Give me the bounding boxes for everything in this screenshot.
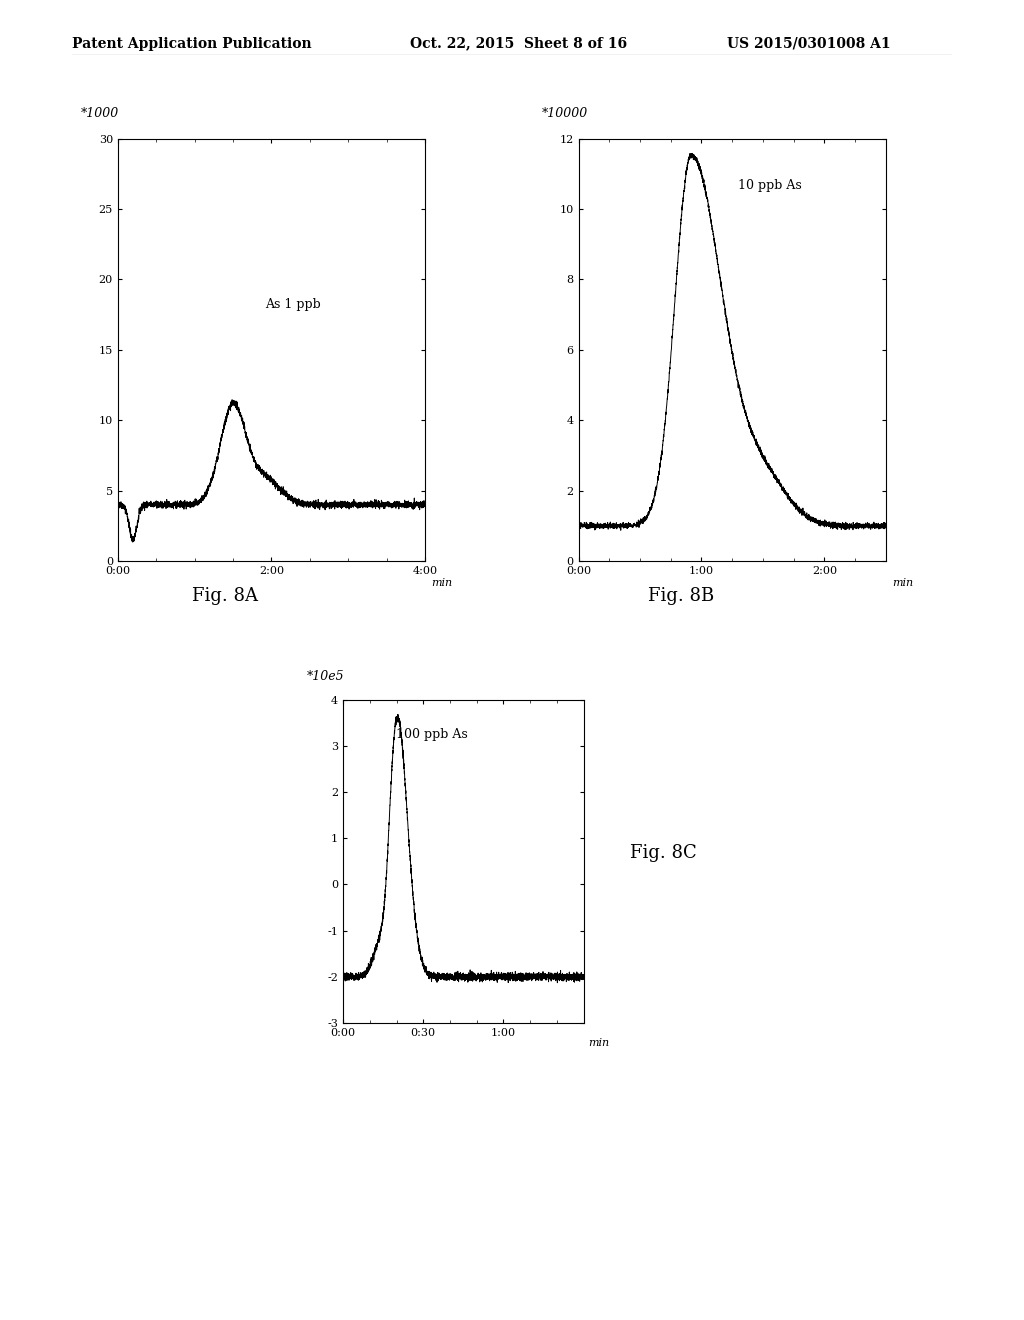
Text: Fig. 8B: Fig. 8B: [648, 586, 714, 605]
Text: 100 ppb As: 100 ppb As: [396, 729, 468, 742]
Text: Fig. 8A: Fig. 8A: [193, 586, 258, 605]
Text: min: min: [589, 1038, 609, 1048]
Text: As 1 ppb: As 1 ppb: [265, 297, 321, 310]
Text: min: min: [431, 578, 453, 589]
Text: min: min: [892, 578, 913, 589]
Text: 10 ppb As: 10 ppb As: [738, 180, 802, 193]
Text: Fig. 8C: Fig. 8C: [630, 843, 696, 862]
Text: Oct. 22, 2015  Sheet 8 of 16: Oct. 22, 2015 Sheet 8 of 16: [410, 37, 627, 50]
Text: *10000: *10000: [542, 107, 588, 120]
Text: US 2015/0301008 A1: US 2015/0301008 A1: [727, 37, 891, 50]
Text: *1000: *1000: [81, 107, 119, 120]
Text: Patent Application Publication: Patent Application Publication: [72, 37, 311, 50]
Text: *10e5: *10e5: [307, 671, 344, 684]
